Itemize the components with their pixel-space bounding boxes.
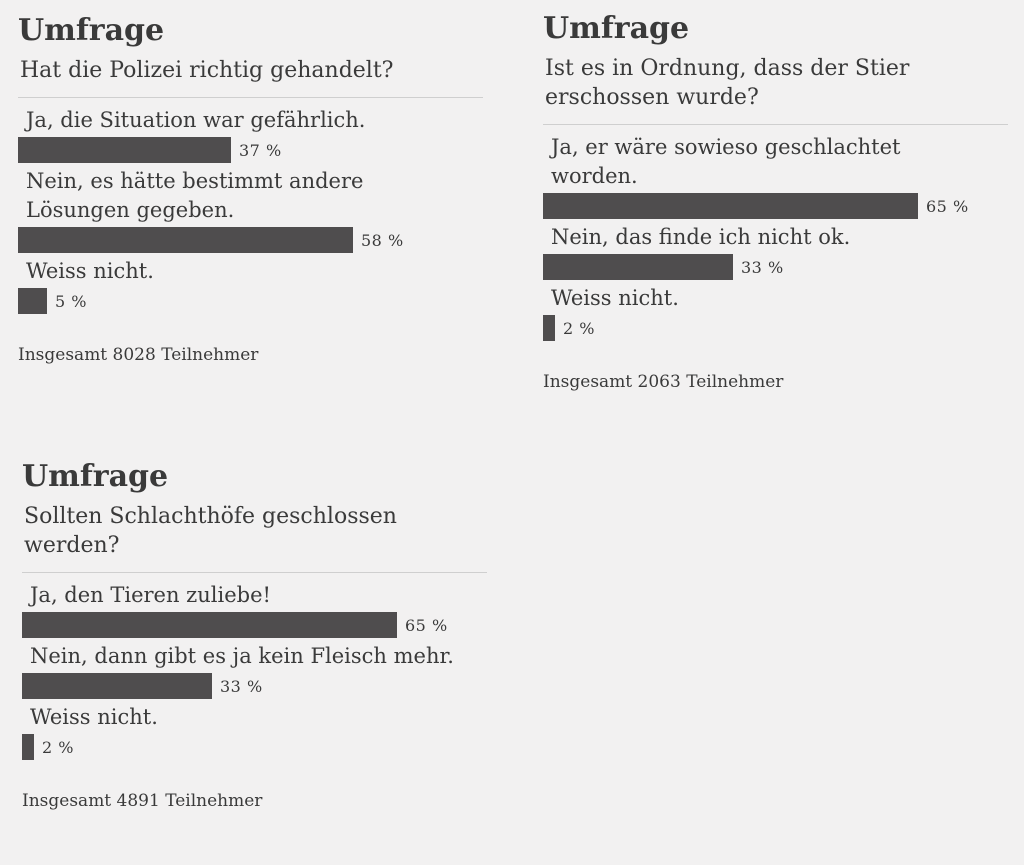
- percent-label: 37 %: [239, 140, 282, 160]
- answer-label: Ja, er wäre sowieso geschlachtet worden.: [551, 135, 901, 188]
- bar-row: 5 %: [18, 287, 483, 315]
- result-bar: [22, 612, 397, 638]
- bar-row: 2 %: [543, 314, 1008, 342]
- answer-label: Nein, dann gibt es ja kein Fleisch mehr.: [30, 644, 454, 668]
- result-bar: [18, 227, 353, 253]
- divider: [18, 97, 483, 98]
- bar-row: 58 %: [18, 226, 483, 254]
- result-bar: [543, 315, 555, 341]
- answer-item[interactable]: Nein, es hätte bestimmt andere Lösungen …: [18, 167, 483, 254]
- poll-question: Ist es in Ordnung, dass der Stier erscho…: [545, 56, 910, 110]
- percent-label: 2 %: [563, 318, 595, 338]
- percent-label: 65 %: [926, 196, 969, 216]
- answer-label: Ja, den Tieren zuliebe!: [30, 583, 271, 607]
- result-bar: [543, 254, 733, 280]
- percent-label: 33 %: [741, 257, 784, 277]
- poll-police: Umfrage Hat die Polizei richtig gehandel…: [18, 14, 483, 365]
- answer-item[interactable]: Ja, er wäre sowieso geschlachtet worden.…: [543, 133, 1008, 220]
- total-participants: Insgesamt 4891 Teilnehmer: [22, 791, 263, 811]
- poll-heading: Umfrage: [543, 11, 690, 46]
- total-participants: Insgesamt 2063 Teilnehmer: [543, 372, 784, 392]
- answer-item[interactable]: Ja, den Tieren zuliebe! 65 %: [22, 581, 487, 639]
- result-bar: [18, 288, 47, 314]
- answer-label: Nein, es hätte bestimmt andere Lösungen …: [26, 169, 364, 222]
- result-bar: [22, 734, 34, 760]
- divider: [543, 124, 1008, 125]
- percent-label: 33 %: [220, 676, 263, 696]
- bar-row: 37 %: [18, 136, 483, 164]
- percent-label: 2 %: [42, 737, 74, 757]
- bar-row: 2 %: [22, 733, 487, 761]
- percent-label: 5 %: [55, 291, 87, 311]
- answer-item[interactable]: Nein, dann gibt es ja kein Fleisch mehr.…: [22, 642, 487, 700]
- percent-label: 58 %: [361, 230, 404, 250]
- bar-row: 33 %: [22, 672, 487, 700]
- poll-slaughterhouse: Umfrage Sollten Schlachthöfe geschlossen…: [22, 460, 487, 811]
- answer-item[interactable]: Ja, die Situation war gefährlich. 37 %: [18, 106, 483, 164]
- answer-item[interactable]: Weiss nicht. 2 %: [22, 703, 487, 761]
- bar-row: 65 %: [22, 611, 487, 639]
- poll-question: Sollten Schlachthöfe geschlossen werden?: [24, 504, 397, 558]
- result-bar: [18, 137, 231, 163]
- total-participants: Insgesamt 8028 Teilnehmer: [18, 345, 259, 365]
- answer-item[interactable]: Nein, das finde ich nicht ok. 33 %: [543, 223, 1008, 281]
- bar-row: 65 %: [543, 192, 1008, 220]
- result-bar: [22, 673, 212, 699]
- answer-label: Nein, das finde ich nicht ok.: [551, 225, 851, 249]
- bar-row: 33 %: [543, 253, 1008, 281]
- answer-label: Ja, die Situation war gefährlich.: [26, 108, 366, 132]
- answer-label: Weiss nicht.: [26, 259, 154, 283]
- poll-bull: Umfrage Ist es in Ordnung, dass der Stie…: [543, 12, 1008, 392]
- result-bar: [543, 193, 918, 219]
- answer-item[interactable]: Weiss nicht. 5 %: [18, 257, 483, 315]
- poll-question: Hat die Polizei richtig gehandelt?: [20, 58, 394, 83]
- answer-label: Weiss nicht.: [30, 705, 158, 729]
- percent-label: 65 %: [405, 615, 448, 635]
- poll-heading: Umfrage: [22, 459, 169, 494]
- divider: [22, 572, 487, 573]
- answer-label: Weiss nicht.: [551, 286, 679, 310]
- answer-item[interactable]: Weiss nicht. 2 %: [543, 284, 1008, 342]
- poll-heading: Umfrage: [18, 13, 165, 48]
